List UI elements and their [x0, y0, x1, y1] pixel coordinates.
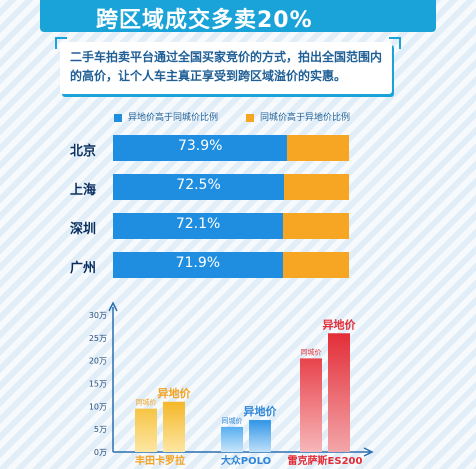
page-title: 跨区域成交多卖20%	[96, 8, 313, 33]
bar-local-higher-2	[283, 213, 349, 239]
bar-track-1: 72.5%	[113, 174, 349, 200]
legend-remote-label: 异地价高于同城价比例	[128, 113, 219, 123]
bar-local-higher-3	[282, 252, 349, 278]
bar-value-label-3: 71.9%	[175, 255, 221, 271]
x-category-label-1: 大众POLO	[221, 454, 271, 467]
y-axis-arrow	[108, 301, 118, 312]
x-category-label-0: 丰田卡罗拉	[135, 454, 185, 467]
bar-remote-0	[163, 401, 185, 452]
legend-swatch-orange	[246, 113, 254, 122]
bar-value-label-1: 72.5%	[176, 177, 221, 193]
bar-local-2	[300, 358, 322, 452]
y-tick-label-6: 30万	[89, 311, 107, 320]
description-card: 二手车拍卖平台通过全国买家竞价的方式，拍出全国范围内的高价，让个人车主真正享受到…	[60, 42, 392, 94]
legend-remote: 异地价高于同城价比例	[114, 110, 218, 123]
bar-remote-1	[249, 420, 271, 452]
bar-remote-label-1: 异地价	[244, 404, 278, 418]
legend-local: 同城价高于异地价比例	[246, 110, 350, 123]
x-axis-arrow	[363, 447, 374, 457]
y-tick-label-2: 10万	[89, 402, 107, 411]
bar-local-1	[221, 426, 243, 452]
category-label-0: 北京	[70, 144, 97, 159]
bar-remote-2	[328, 333, 350, 452]
bar-local-label-0: 同城价	[136, 399, 157, 407]
y-tick-label-1: 5万	[94, 425, 107, 434]
category-label-1: 上海	[70, 183, 97, 198]
y-tick-label-3: 15万	[89, 380, 107, 389]
legend-swatch-blue	[114, 113, 122, 122]
category-label-3: 广州	[70, 261, 97, 276]
legend-local-label: 同城价高于异地价比例	[260, 113, 351, 123]
bar-track-0: 73.9%	[113, 135, 349, 161]
bar-remote-higher-3: 71.9%	[113, 252, 283, 278]
corner-bracket-top-right	[389, 37, 401, 49]
bar-local-label-1: 同城价	[222, 417, 243, 425]
y-tick-label-0: 0万	[94, 448, 107, 457]
bar-local-higher-0	[287, 135, 349, 161]
title-banner: 跨区域成交多卖20%	[40, 0, 436, 33]
corner-bracket-top-left	[55, 37, 67, 49]
bar-value-label-2: 72.1%	[175, 216, 221, 232]
bar-local-0	[135, 408, 157, 452]
bar-remote-higher-2: 72.1%	[113, 213, 284, 239]
bar-remote-higher-1: 72.5%	[113, 174, 285, 200]
bar-remote-label-2: 异地价	[323, 317, 357, 331]
bar-track-3: 71.9%	[113, 252, 349, 278]
bar-remote-higher-0: 73.9%	[113, 135, 288, 161]
x-category-label-2: 雷克萨斯ES200	[288, 454, 363, 467]
bar-track-2: 72.1%	[113, 213, 349, 239]
bar-local-higher-1	[284, 174, 349, 200]
y-tick-label-4: 20万	[89, 357, 107, 366]
description-text: 二手车拍卖平台通过全国买家竞价的方式，拍出全国范围内的高价，让个人车主真正享受到…	[70, 50, 383, 83]
bar-remote-label-0: 异地价	[158, 386, 192, 400]
bar-value-label-0: 73.9%	[177, 138, 223, 154]
bar-local-label-2: 同城价	[301, 348, 322, 356]
y-tick-label-5: 25万	[89, 334, 107, 343]
category-label-2: 深圳	[70, 222, 97, 237]
